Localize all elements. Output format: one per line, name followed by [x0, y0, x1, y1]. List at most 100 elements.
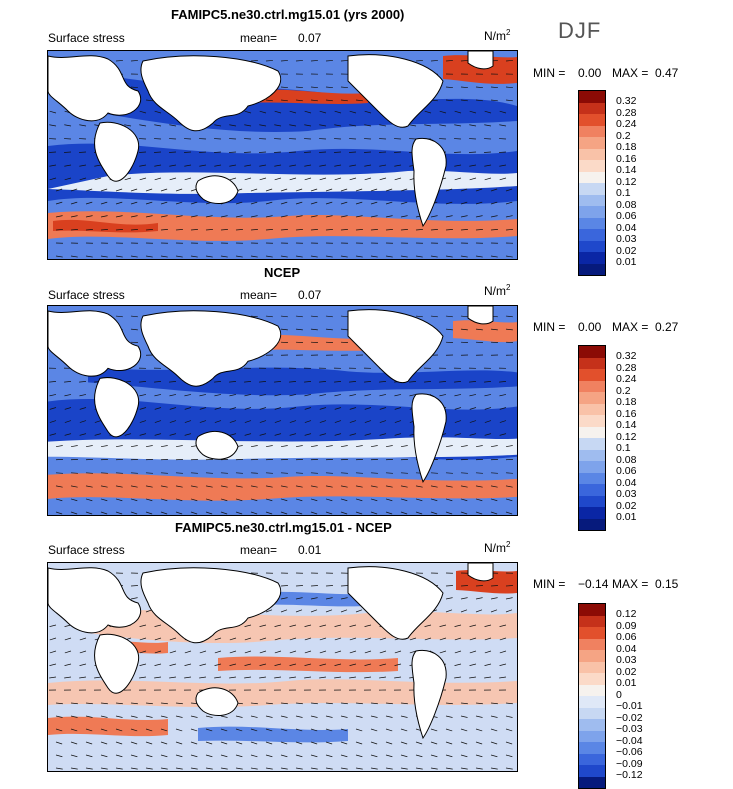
panel-3-min-label: MIN = [533, 577, 565, 591]
panel-3-field-label: Surface stress [48, 543, 125, 557]
colorbar-swatch [579, 392, 605, 404]
colorbar-swatch [579, 754, 605, 766]
colorbar-level-label: 0.1 [616, 188, 631, 200]
panel-1-max-value: 0.47 [655, 66, 678, 80]
colorbar-level-label: 0.1 [616, 443, 631, 455]
colorbar-level-label: 0.32 [616, 96, 636, 108]
colorbar-swatch [579, 218, 605, 230]
panel-1-unit: N/m2 [484, 28, 510, 43]
colorbar-swatch [579, 229, 605, 241]
colorbar-swatches [578, 603, 606, 789]
colorbar-swatch [579, 519, 605, 531]
colorbar-swatch [579, 719, 605, 731]
panel-1-min-label: MIN = [533, 66, 565, 80]
panel-2-mean-value: 0.07 [298, 288, 321, 302]
colorbar-level-label: 0.03 [616, 489, 636, 501]
panel-2-min-label: MIN = [533, 320, 565, 334]
panel-3-map-canvas [48, 563, 517, 771]
colorbar-level-label: 0.12 [616, 609, 636, 621]
colorbar-swatch [579, 696, 605, 708]
colorbar-swatches [578, 90, 606, 276]
colorbar-level-label: 0.18 [616, 397, 636, 409]
colorbar-swatch [579, 731, 605, 743]
colorbar-swatch [579, 358, 605, 370]
panel-1-min-value: 0.00 [578, 66, 601, 80]
colorbar-swatch [579, 160, 605, 172]
panel-2-max-label: MAX = [612, 320, 648, 334]
colorbar-swatch [579, 662, 605, 674]
panel-1-mean-value: 0.07 [298, 31, 321, 45]
colorbar-level-label: −0.01 [616, 701, 643, 713]
colorbar-swatch [579, 137, 605, 149]
colorbar-swatch [579, 708, 605, 720]
panel-2-unit: N/m2 [484, 283, 510, 298]
colorbar-swatch [579, 149, 605, 161]
season-label: DJF [558, 18, 601, 44]
panel-3-mean-value: 0.01 [298, 543, 321, 557]
colorbar-swatch [579, 195, 605, 207]
panel-3-title: FAMIPC5.ne30.ctrl.mg15.01 - NCEP [175, 520, 392, 535]
panel-1-field-label: Surface stress [48, 31, 125, 45]
colorbar-swatch [579, 404, 605, 416]
panel-3-map [47, 562, 518, 772]
colorbar-swatch [579, 427, 605, 439]
colorbar-swatch [579, 685, 605, 697]
panel-3-unit: N/m2 [484, 540, 510, 555]
colorbar-level-label: 0.14 [616, 165, 636, 177]
colorbar-swatch [579, 172, 605, 184]
colorbar-level-label: 0.06 [616, 632, 636, 644]
panel-1-map-canvas [48, 51, 517, 259]
colorbar-swatches [578, 345, 606, 531]
colorbar-level-label: 0.24 [616, 119, 636, 131]
colorbar-swatch [579, 415, 605, 427]
colorbar-level-label: 0.03 [616, 655, 636, 667]
colorbar-swatch [579, 264, 605, 276]
colorbar-swatch [579, 765, 605, 777]
colorbar-swatch [579, 473, 605, 485]
colorbar-swatch [579, 241, 605, 253]
panel-2-min-value: 0.00 [578, 320, 601, 334]
colorbar-level-label: 0.32 [616, 351, 636, 363]
colorbar-swatch [579, 252, 605, 264]
colorbar-level-label: 0.01 [616, 678, 636, 690]
colorbar-swatch [579, 650, 605, 662]
colorbar-swatch [579, 91, 605, 103]
panel-1-mean-label: mean= [240, 31, 277, 45]
panel-2-title: NCEP [264, 265, 300, 280]
colorbar-level-label: −0.06 [616, 747, 643, 759]
panel-3-mean-label: mean= [240, 543, 277, 557]
panel-2-max-value: 0.27 [655, 320, 678, 334]
colorbar-swatch [579, 673, 605, 685]
colorbar-swatch [579, 484, 605, 496]
panel-1-max-label: MAX = [612, 66, 648, 80]
panel-2-mean-label: mean= [240, 288, 277, 302]
colorbar-level-label: 0.06 [616, 466, 636, 478]
colorbar-swatch [579, 346, 605, 358]
panel-3-max-value: 0.15 [655, 577, 678, 591]
colorbar-level-label: 0.06 [616, 211, 636, 223]
colorbar-swatch [579, 461, 605, 473]
colorbar-level-label: 0.14 [616, 420, 636, 432]
colorbar-swatch [579, 438, 605, 450]
colorbar-swatch [579, 114, 605, 126]
colorbar-level-label: 0.01 [616, 257, 636, 269]
panel-2-map [47, 305, 518, 516]
panel-2-map-canvas [48, 306, 517, 515]
colorbar-swatch [579, 507, 605, 519]
colorbar-swatch [579, 496, 605, 508]
colorbar-level-label: 0.24 [616, 374, 636, 386]
panel-2-field-label: Surface stress [48, 288, 125, 302]
colorbar-swatch [579, 627, 605, 639]
colorbar-level-label: 0.01 [616, 512, 636, 524]
colorbar-swatch [579, 604, 605, 616]
colorbar-swatch [579, 183, 605, 195]
colorbar-swatch [579, 777, 605, 789]
colorbar-swatch [579, 206, 605, 218]
colorbar-swatch [579, 126, 605, 138]
panel-3-min-value: −0.14 [578, 577, 608, 591]
colorbar-level-label: 0.03 [616, 234, 636, 246]
colorbar-swatch [579, 616, 605, 628]
panel-1-title: FAMIPC5.ne30.ctrl.mg15.01 (yrs 2000) [171, 7, 404, 22]
colorbar-swatch [579, 639, 605, 651]
colorbar-level-label: 0.18 [616, 142, 636, 154]
